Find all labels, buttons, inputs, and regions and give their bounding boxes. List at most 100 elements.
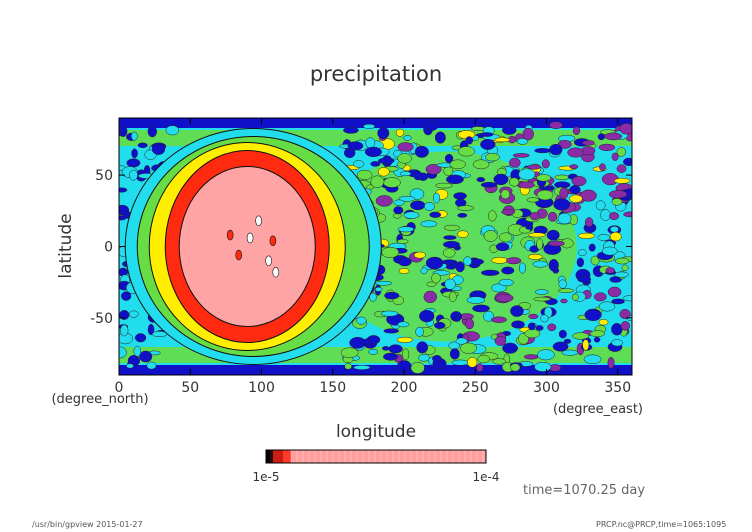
noise-blob [444, 278, 456, 290]
noise-blob [552, 341, 569, 352]
noise-blob [381, 346, 390, 351]
noise-blob [476, 363, 484, 372]
x-tick-label: 300 [533, 380, 560, 396]
noise-blob [527, 322, 536, 331]
core-speckle [265, 255, 272, 267]
core-speckle [226, 229, 234, 241]
noise-blob [369, 292, 377, 302]
noise-blob [494, 137, 511, 143]
noise-blob-west [131, 131, 138, 141]
x-tick-label: 250 [462, 380, 489, 396]
noise-blob [374, 286, 383, 292]
noise-blob [578, 232, 595, 239]
noise-blob [547, 323, 557, 332]
noise-blob [607, 357, 615, 369]
noise-blob [533, 296, 551, 302]
noise-blob [510, 363, 521, 372]
noise-blob [349, 336, 367, 349]
noise-blob [477, 354, 490, 364]
noise-blob [419, 309, 435, 323]
noise-blob [444, 154, 454, 163]
noise-blob [472, 159, 490, 170]
core-speckle [255, 215, 262, 227]
noise-blob [465, 318, 474, 330]
plot-area [119, 118, 632, 375]
noise-blob [491, 283, 507, 293]
central-precipitation-feature [124, 128, 382, 365]
noise-blob-west [133, 345, 142, 357]
noise-blob [522, 127, 534, 141]
noise-blob [598, 319, 609, 326]
noise-blob [527, 253, 543, 260]
noise-blob [476, 177, 486, 183]
noise-blob [577, 275, 592, 283]
noise-blob [502, 342, 518, 354]
x-tick-label: 0 [115, 380, 124, 396]
noise-blob [403, 211, 420, 219]
noise-blob [582, 140, 595, 146]
x-axis-label: longitude [336, 422, 416, 442]
time-annotation: time=1070.25 day [523, 483, 645, 498]
noise-blob [495, 293, 514, 303]
noise-blob [611, 152, 619, 161]
noise-blob [589, 330, 605, 337]
noise-blob [620, 321, 630, 331]
noise-blob [501, 209, 516, 215]
noise-blob [527, 164, 541, 170]
noise-blob [434, 131, 446, 144]
noise-blob [554, 174, 570, 181]
noise-blob [363, 338, 373, 346]
noise-blob [598, 301, 616, 312]
noise-blob [470, 258, 484, 265]
noise-blob [455, 261, 465, 273]
noise-blob [443, 235, 457, 240]
noise-blob [536, 238, 544, 250]
colorbar-right-label: 1e-4 [473, 470, 500, 484]
noise-blob-west [119, 187, 128, 193]
noise-blob [502, 125, 517, 135]
noise-blob [511, 320, 525, 329]
noise-blob-west [139, 350, 153, 363]
noise-blob [580, 189, 597, 202]
noise-blob [380, 310, 399, 317]
noise-blob [558, 329, 567, 339]
noise-blob [425, 256, 444, 270]
footer-left: /usr/bin/gpview 2015-01-27 [32, 520, 143, 529]
blue-band-north [119, 118, 632, 128]
noise-blob-west [121, 291, 132, 301]
noise-blob [449, 159, 466, 170]
noise-blob-west [128, 310, 139, 318]
noise-blob [583, 354, 602, 365]
noise-blob [614, 271, 629, 278]
noise-blob [480, 138, 496, 150]
noise-blob [463, 256, 472, 266]
noise-blob [492, 358, 506, 365]
noise-blob-west [146, 361, 157, 370]
noise-blob [381, 246, 400, 258]
noise-blob [594, 292, 607, 302]
noise-blob [396, 336, 414, 343]
blue-band-south [119, 365, 632, 375]
noise-blob [458, 146, 475, 157]
noise-blob [413, 251, 426, 259]
noise-blob [364, 146, 382, 158]
noise-blob [541, 159, 550, 169]
noise-blob [403, 135, 412, 141]
noise-blob [397, 257, 412, 267]
noise-blob [510, 305, 524, 317]
noise-blob-west [151, 143, 166, 155]
noise-blob [465, 136, 474, 145]
noise-blob [397, 153, 412, 164]
noise-blob [449, 291, 457, 303]
noise-blob [534, 148, 551, 154]
y-tick-label: 0 [104, 240, 113, 256]
noise-blob-west [120, 324, 129, 337]
noise-blob [353, 365, 371, 370]
noise-blob [571, 293, 579, 301]
noise-blob [540, 314, 549, 323]
x-tick-label: 200 [391, 380, 418, 396]
noise-blob [343, 126, 359, 134]
noise-blob [611, 339, 623, 347]
colorbar-left-label: 1e-5 [253, 470, 280, 484]
noise-blob [383, 352, 398, 361]
